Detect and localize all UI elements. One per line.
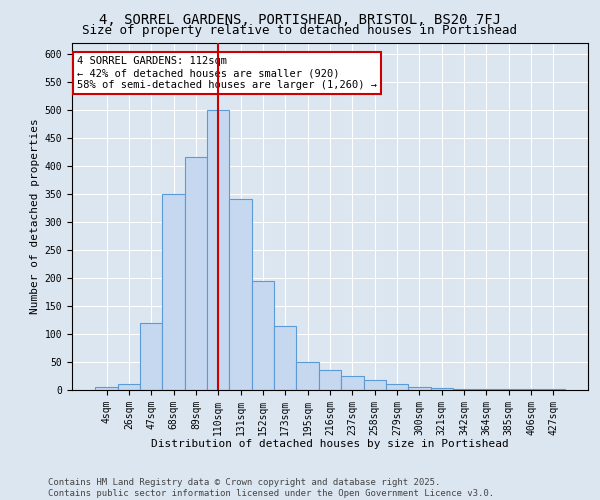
- Bar: [408, 387, 431, 390]
- Bar: [319, 370, 341, 390]
- Y-axis label: Number of detached properties: Number of detached properties: [31, 118, 40, 314]
- Bar: [229, 200, 252, 390]
- X-axis label: Distribution of detached houses by size in Portishead: Distribution of detached houses by size …: [151, 439, 509, 449]
- Bar: [431, 388, 453, 390]
- Text: Size of property relative to detached houses in Portishead: Size of property relative to detached ho…: [83, 24, 517, 37]
- Bar: [252, 280, 274, 390]
- Bar: [341, 376, 364, 390]
- Bar: [140, 322, 163, 390]
- Bar: [542, 389, 565, 390]
- Bar: [118, 384, 140, 390]
- Bar: [296, 362, 319, 390]
- Bar: [364, 380, 386, 390]
- Text: 4, SORREL GARDENS, PORTISHEAD, BRISTOL, BS20 7FJ: 4, SORREL GARDENS, PORTISHEAD, BRISTOL, …: [99, 12, 501, 26]
- Text: Contains HM Land Registry data © Crown copyright and database right 2025.
Contai: Contains HM Land Registry data © Crown c…: [48, 478, 494, 498]
- Bar: [207, 110, 229, 390]
- Text: 4 SORREL GARDENS: 112sqm
← 42% of detached houses are smaller (920)
58% of semi-: 4 SORREL GARDENS: 112sqm ← 42% of detach…: [77, 56, 377, 90]
- Bar: [185, 158, 207, 390]
- Bar: [163, 194, 185, 390]
- Bar: [274, 326, 296, 390]
- Bar: [95, 387, 118, 390]
- Bar: [453, 389, 475, 390]
- Bar: [386, 384, 408, 390]
